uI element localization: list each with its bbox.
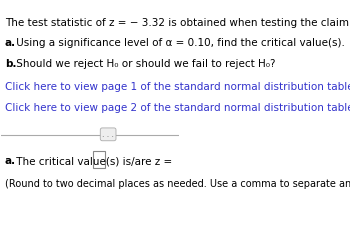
Text: a.: a.	[5, 156, 16, 166]
FancyBboxPatch shape	[93, 150, 105, 168]
Text: Using a significance level of α = 0.10, find the critical value(s).: Using a significance level of α = 0.10, …	[13, 38, 345, 48]
Text: a.: a.	[5, 38, 16, 48]
Text: (Round to two decimal places as needed. Use a comma to separate answers as neede: (Round to two decimal places as needed. …	[5, 179, 350, 190]
Text: Should we reject H₀ or should we fail to reject H₀?: Should we reject H₀ or should we fail to…	[13, 59, 275, 69]
Text: The critical value(s) is/are z =: The critical value(s) is/are z =	[13, 156, 175, 166]
Text: Click here to view page 1 of the standard normal distribution table.: Click here to view page 1 of the standar…	[5, 82, 350, 92]
Text: Click here to view page 2 of the standard normal distribution table.: Click here to view page 2 of the standar…	[5, 103, 350, 113]
Text: The test statistic of z = − 3.32 is obtained when testing the claim that p < 0.4: The test statistic of z = − 3.32 is obta…	[5, 18, 350, 28]
Text: b.: b.	[5, 59, 16, 69]
Text: . . .: . . .	[102, 130, 114, 139]
